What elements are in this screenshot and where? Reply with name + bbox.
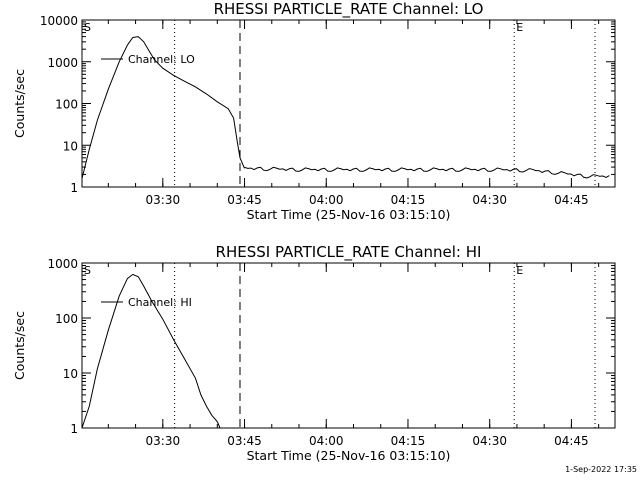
lo-y-tick-label: 100	[55, 98, 78, 112]
hi-chart-title: RHESSI PARTICLE_RATE Channel: HI	[216, 243, 482, 262]
lo-y-tick-label: 1	[70, 181, 78, 195]
hi-x-tick-label: 04:30	[472, 434, 507, 448]
date-stamp: 1-Sep-2022 17:35	[565, 465, 637, 474]
lo-y-axis-label: Counts/sec	[12, 69, 27, 138]
hi-x-axis-label: Start Time (25-Nov-16 03:15:10)	[247, 448, 451, 463]
lo-x-tick-label: 04:45	[554, 193, 589, 207]
hi-x-tick-label: 04:15	[391, 434, 426, 448]
lo-marker-s: S	[84, 21, 91, 34]
lo-legend-label: Channel: LO	[128, 53, 195, 66]
lo-marker-e: E	[516, 21, 523, 34]
lo-x-axis-label: Start Time (25-Nov-16 03:15:10)	[247, 207, 451, 222]
hi-y-tick-label: 100	[55, 312, 78, 326]
hi-x-tick-label: 03:30	[146, 434, 181, 448]
lo-y-tick-label: 1000	[47, 56, 78, 70]
hi-y-tick-label: 1000	[47, 257, 78, 271]
hi-y-tick-label: 10	[63, 367, 78, 381]
lo-x-tick-label: 04:30	[472, 193, 507, 207]
hi-y-axis-label: Counts/sec	[12, 311, 27, 380]
lo-y-tick-label: 10	[63, 139, 78, 153]
lo-x-tick-label: 03:30	[146, 193, 181, 207]
hi-x-tick-label: 04:00	[309, 434, 344, 448]
hi-x-tick-label: 03:45	[227, 434, 262, 448]
hi-series-line	[81, 273, 221, 429]
lo-chart-title: RHESSI PARTICLE_RATE Channel: LO	[214, 0, 484, 19]
hi-plot-frame	[81, 262, 616, 429]
hi-x-tick-label: 04:45	[554, 434, 589, 448]
hi-legend-label: Channel: HI	[128, 296, 192, 309]
lo-y-tick-label: 10000	[40, 14, 78, 28]
lo-x-tick-label: 03:45	[227, 193, 262, 207]
lo-series-background	[244, 166, 610, 179]
hi-marker-s: S	[84, 264, 91, 277]
lo-x-tick-label: 04:00	[309, 193, 344, 207]
lo-plot-frame	[81, 19, 616, 188]
lo-x-tick-label: 04:15	[391, 193, 426, 207]
hi-marker-e: E	[516, 264, 523, 277]
hi-y-tick-label: 1	[70, 422, 78, 436]
lo-series-line	[81, 36, 245, 179]
